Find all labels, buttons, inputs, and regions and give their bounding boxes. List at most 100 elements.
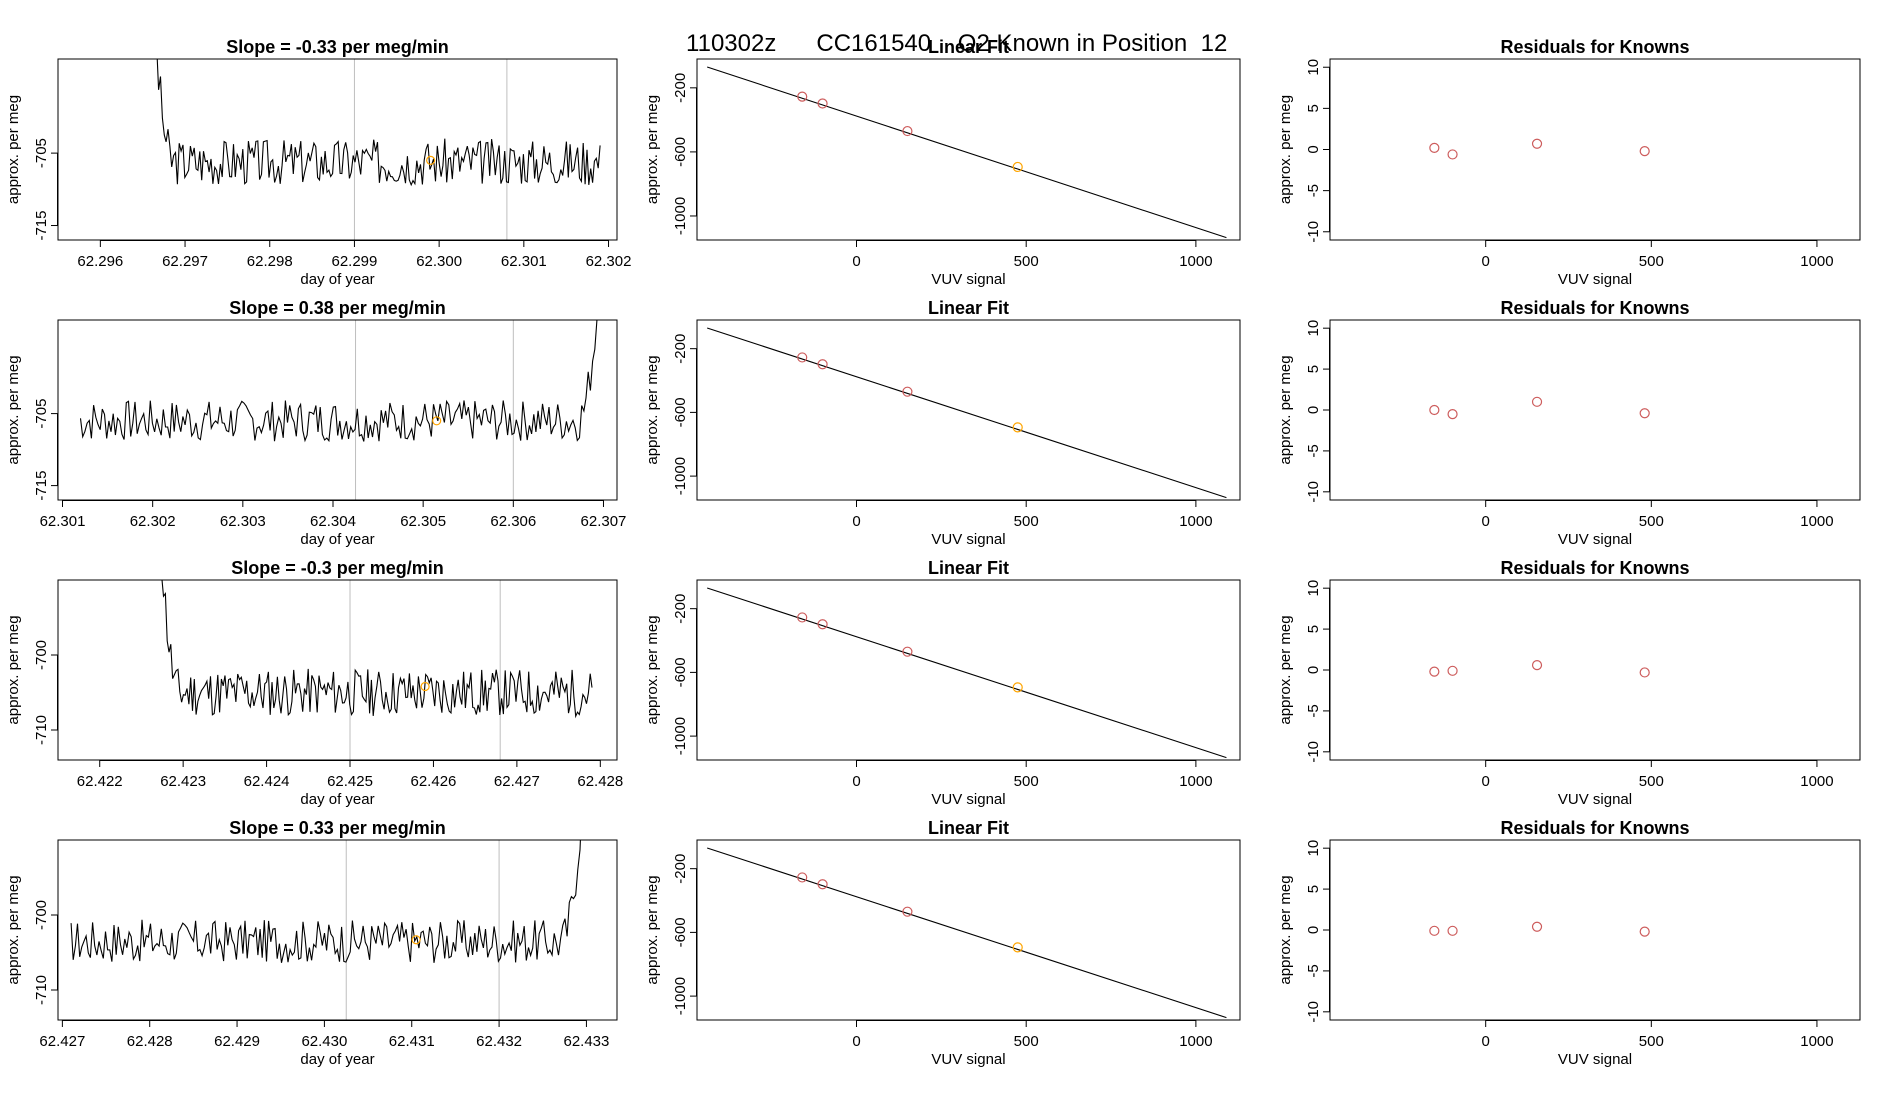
row4-col1-x-tick-label-5: 62.431 [389,1033,435,1050]
row1-col3-y-tick-label-5: 10 [1305,59,1322,76]
row2-col3-point-4 [1639,408,1650,419]
row3-col3-point-1 [1429,666,1440,677]
row2-col3-plot-frame [1329,319,1861,501]
row3-col3-y-tick-label-1: -10 [1305,741,1322,763]
row4-col2-plot-frame [696,839,1241,1021]
row2-col3-x-tick-label-2: 500 [1639,513,1664,530]
row1-col3-y-tick-label-4: 5 [1305,104,1322,112]
row2-col1-plot-frame [57,319,618,501]
row1-col3-y-axis-label: approx. per meg [1277,95,1294,204]
row3-col3-y-tick-label-2: -5 [1305,704,1322,717]
row3-col2-y-axis-label: approx. per meg [644,615,661,724]
row3-col2-plot-frame [696,579,1241,761]
row4-col3-point-2 [1447,925,1458,936]
row2-col3-y-tick-label-1: -10 [1305,481,1322,503]
row4-col1-x-tick-label-2: 62.428 [127,1033,173,1050]
row3-col3-x-tick-label-3: 1000 [1800,773,1833,790]
row1-col2-x-tick-label-2: 500 [1014,253,1039,270]
figure-title-text: O2 Known in Position 12 [957,30,1228,57]
row3-col2-point-2 [817,619,828,630]
row4-col2-x-tick-label-2: 500 [1014,1033,1039,1050]
row4-col1-x-tick-label-6: 62.432 [476,1033,522,1050]
row1-col2-y-axis-label: approx. per meg [644,95,661,204]
row1-col2-x-axis-label: VUV signal [931,271,1005,288]
row1-col1-x-axis-label: day of year [300,271,374,288]
row3-col1-x-tick-label-3: 62.424 [244,773,290,790]
row2-col3-point-1 [1429,404,1440,416]
row4-col1-y-tick-label-2: -710 [33,975,50,1005]
row3-col2-point-4 [1012,682,1023,693]
row4-col1-marker-point [411,935,421,945]
row2-col2-point-2 [817,359,828,370]
row4-col2-title: Linear Fit [928,818,1009,838]
row1-col3-title: Residuals for Knowns [1500,37,1689,57]
row3-col2-x-tick-label-2: 500 [1014,773,1039,790]
row2-col1-x-tick-label-2: 62.302 [130,513,176,530]
row1-col1-x-tick-label-4: 62.299 [331,253,377,270]
row2-col1-y-axis-label: approx. per meg [5,355,22,464]
row1-col3-x-tick-label-3: 1000 [1800,253,1833,270]
row4-col2-x-axis-label: VUV signal [931,1051,1005,1068]
row1-col1-y-tick-label-1: -705 [33,138,50,168]
row3-col2-fit-line [707,587,1227,759]
figure-title-date: 110302z [686,30,777,57]
row1-col1-x-tick-label-2: 62.297 [162,253,208,270]
row4-col3-y-tick-label-4: 5 [1305,885,1322,893]
row1-col2-y-tick-label-3: -1000 [672,197,689,235]
row2-col1-x-tick-label-7: 62.307 [581,513,627,530]
row1-col2-title: Linear Fit [928,37,1009,57]
row3-col3-y-tick-label-3: 0 [1305,666,1322,674]
row3-col1-y-tick-label-1: -700 [33,640,50,670]
row1-col1-x-tick-label-1: 62.296 [77,253,123,270]
row2-col1-marker-point [432,416,442,426]
row3-col1-x-tick-label-7: 62.428 [577,773,623,790]
row1-col3-y-tick-label-3: 0 [1305,145,1322,153]
row4-col1-x-tick-label-4: 62.430 [301,1033,347,1050]
row3-col3-y-tick-label-5: 10 [1305,580,1322,597]
row4-col3-y-tick-label-3: 0 [1305,926,1322,934]
row4-col2-point-2 [817,879,828,890]
row2-col2-point-4 [1012,422,1023,433]
row3-col3-x-tick-label-2: 500 [1639,773,1664,790]
row1-col2-point-2 [817,98,828,109]
row3-col3-point-2 [1447,665,1458,676]
row4-col3-y-tick-label-2: -5 [1305,964,1322,977]
row2-col1-x-tick-label-6: 62.306 [490,513,536,530]
row4-col1-title: Slope = 0.33 per meg/min [229,818,446,838]
row1-col3-y-tick-label-2: -5 [1305,184,1322,197]
row4-col2-point-4 [1012,942,1023,953]
figure-title: 110302z CC161540 O2 Known in Position 12 [0,2,1900,58]
row4-col3-y-tick-label-1: -10 [1305,1001,1322,1023]
row2-col2-y-tick-label-2: -600 [672,397,689,427]
row2-col2-point-3 [902,386,913,397]
row2-col3-x-tick-label-1: 0 [1482,513,1490,530]
row1-col1-y-tick-label-2: -715 [33,211,50,241]
row1-col3-point-3 [1531,138,1543,149]
row3-col1-x-tick-label-2: 62.423 [160,773,206,790]
row2-col3-point-2 [1447,408,1458,420]
row2-col1-x-tick-label-3: 62.303 [220,513,266,530]
row1-col2-fit-line [707,66,1227,239]
row3-col3-y-axis-label: approx. per meg [1277,615,1294,724]
row4-col3-point-3 [1531,921,1543,932]
figure-title-cylinder: CC161540 [816,30,932,57]
row4-col3-plot-frame [1329,839,1861,1021]
row2-col3-y-axis-label: approx. per meg [1277,355,1294,464]
row1-col2-x-tick-label-3: 1000 [1179,253,1212,270]
row4-col2-y-tick-label-1: -200 [672,854,689,884]
row3-col2-point-1 [797,612,808,623]
row2-col2-x-tick-label-3: 1000 [1179,513,1212,530]
row2-col1-trace [79,320,598,443]
row3-col1-title: Slope = -0.3 per meg/min [231,558,444,578]
row2-col3-point-3 [1531,396,1543,407]
row2-col3-y-tick-label-5: 10 [1305,320,1322,337]
row2-col2-x-axis-label: VUV signal [931,531,1005,548]
row3-col3-point-4 [1639,667,1650,678]
row3-col1-y-tick-label-2: -710 [33,715,50,745]
row4-col3-title: Residuals for Knowns [1500,818,1689,838]
row2-col2-title: Linear Fit [928,298,1009,318]
row4-col2-point-3 [902,906,913,917]
row3-col1-y-axis-label: approx. per meg [5,615,22,724]
row3-col1-x-tick-label-5: 62.426 [411,773,457,790]
row4-col3-x-axis-label: VUV signal [1558,1051,1632,1068]
